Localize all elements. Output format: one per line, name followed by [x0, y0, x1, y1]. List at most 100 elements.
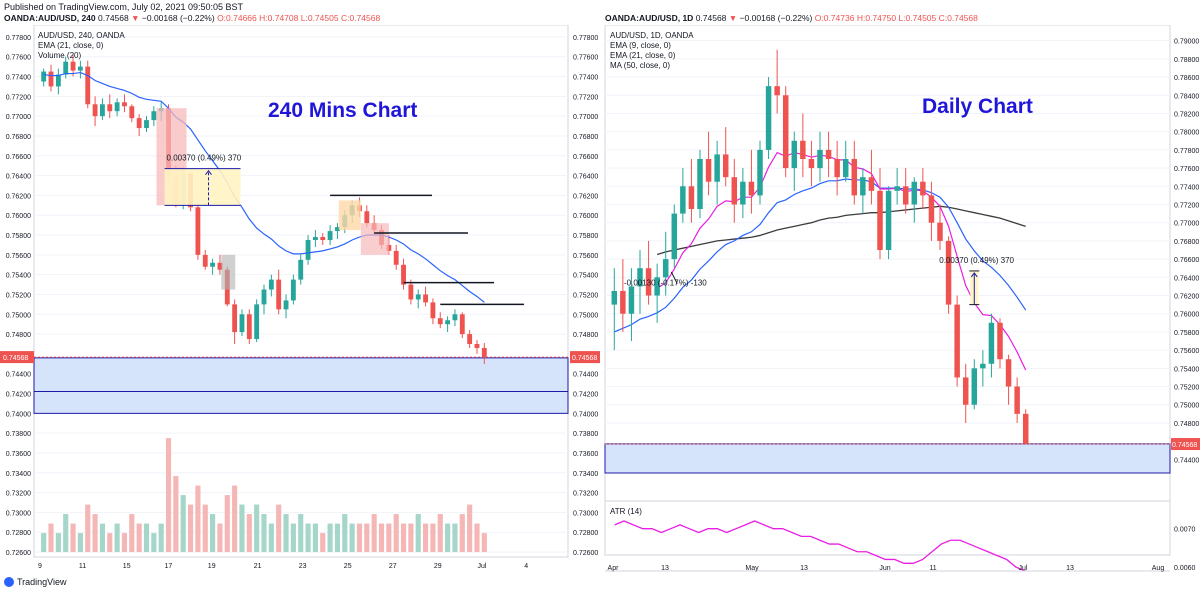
left-price-tag-right [570, 351, 600, 364]
right-x-tick: Jun [879, 565, 890, 572]
left-candle-body [136, 118, 142, 129]
left-volume-bar [320, 533, 326, 553]
right-candle-body [954, 304, 960, 378]
right-candle-body [740, 181, 746, 205]
left-y-tick-right: 0.74400 [573, 372, 598, 379]
publish-line: Published on TradingView.com, July 02, 2… [4, 2, 243, 12]
left-x-tick: 25 [344, 563, 352, 570]
right-chart[interactable]: 0.00370 (0.49%) 370 -0.00130 (-0.17%) -13… [600, 25, 1200, 575]
left-candle-body [386, 244, 392, 251]
left-candle-body [129, 106, 135, 119]
left-last: 0.74568 [98, 13, 129, 23]
left-candle-body [195, 207, 201, 255]
left-y-tick-left: 0.77800 [6, 35, 31, 42]
left-y-tick-right: 0.75400 [573, 273, 598, 280]
left-y-tick-right: 0.74000 [573, 411, 598, 418]
left-volume-bar [312, 523, 318, 553]
left-x-tick: 23 [299, 563, 307, 570]
left-candle-body [401, 264, 406, 285]
left-x-tick: 15 [123, 563, 131, 570]
left-y-tick-left: 0.74000 [6, 411, 31, 418]
right-y-tick: 0.74800 [1174, 421, 1199, 428]
right-candle-body [628, 286, 635, 314]
left-close: C:0.74568 [340, 13, 381, 23]
left-candle-body [48, 71, 54, 87]
left-candle-body [312, 237, 318, 240]
right-candle-body [757, 149, 763, 196]
left-symbol: OANDA:AUD/USD, 240 [4, 13, 96, 23]
right-y-tick: 0.75000 [1174, 403, 1199, 410]
left-gray-box [221, 254, 236, 290]
right-annotations: 0.00370 (0.49%) 370 -0.00130 (-0.17%) -13… [605, 256, 1200, 451]
right-candle-body [688, 186, 695, 210]
left-candle-body [261, 289, 267, 305]
right-price-tag-text: 0.74568 [1172, 442, 1197, 449]
right-candle-body [902, 186, 909, 205]
left-volume-bar [254, 504, 260, 553]
left-candle-body [55, 74, 61, 87]
left-annotations: 0.00370 (0.49%) 370 0.74568 0.74568 [0, 108, 600, 364]
left-y-tick-left: 0.74800 [6, 332, 31, 339]
right-y-tick: 0.75400 [1174, 366, 1199, 373]
right-candle-body [800, 140, 806, 159]
right-atr-line [614, 520, 1026, 572]
left-volume-bar [290, 523, 296, 553]
right-symbol: OANDA:AUD/USD, 1D [605, 13, 694, 23]
right-candle-body [774, 86, 780, 96]
right-ema21-line [614, 178, 1027, 333]
left-plot-area [33, 25, 569, 558]
right-candle-body [842, 158, 849, 178]
right-x-axis: Apr 13 May 13 Jun 11 Jul 13 Aug [605, 565, 1170, 572]
left-candle-body [408, 284, 414, 300]
left-y-tick-right: 0.77600 [573, 55, 598, 62]
tradingview-brand[interactable]: TradingView [4, 577, 67, 587]
left-volume-bar [327, 523, 333, 553]
right-candle-body [697, 158, 703, 210]
right-x-tick: Aug [1152, 565, 1165, 572]
right-candle-body [645, 268, 652, 296]
left-candle-body [364, 211, 370, 224]
left-x-tick: 9 [38, 563, 42, 570]
left-volume-bar [63, 514, 69, 553]
right-candle-body [962, 377, 969, 405]
left-y-tick-right: 0.72800 [573, 530, 598, 537]
left-y-tick-left: 0.76400 [6, 174, 31, 181]
left-x-tick: 21 [254, 563, 262, 570]
right-candle-body [782, 95, 789, 169]
right-y-tick: 0.76400 [1174, 275, 1199, 282]
left-candle-body [254, 304, 260, 340]
left-y-tick-right: 0.74800 [573, 332, 598, 339]
left-price-tag-left-text: 0.74568 [3, 355, 28, 362]
left-chart[interactable]: 0.00370 (0.49%) 370 0.74568 0.74568 0.7780… [0, 25, 600, 575]
left-candle-body [246, 314, 252, 340]
right-candles [611, 49, 1029, 444]
left-y-tick-left: 0.73200 [6, 491, 31, 498]
left-y-tick-left: 0.75000 [6, 312, 31, 319]
right-candle-body [611, 290, 618, 305]
right-y-tick: 0.78000 [1174, 130, 1199, 137]
left-volume-bar [459, 514, 465, 553]
left-volume-bar [437, 514, 443, 553]
right-y-tick: 0.75200 [1174, 385, 1199, 392]
left-volume-bar [400, 523, 407, 553]
right-y-tick: 0.77600 [1174, 166, 1199, 173]
left-volume-bar [107, 533, 113, 553]
left-volume-bar [467, 504, 473, 553]
right-candle-body [834, 158, 840, 178]
left-candle-body [459, 314, 465, 335]
left-low: L:0.74505 [300, 13, 339, 23]
left-volume-bar [232, 485, 238, 553]
left-candle-body [217, 262, 223, 270]
left-y-tick-left: 0.77400 [6, 75, 31, 82]
left-volume-bar [415, 514, 421, 553]
left-volume-bar [217, 523, 223, 553]
left-volume-bar [408, 523, 414, 553]
left-candle-body [239, 314, 245, 333]
right-ma-lines [614, 151, 1027, 371]
left-y-tick-left: 0.77600 [6, 55, 31, 62]
right-y-tick: 0.76800 [1174, 239, 1199, 246]
left-y-tick-left: 0.75200 [6, 292, 31, 299]
left-y-tick-right: 0.73400 [573, 471, 598, 478]
left-y-tick-right: 0.75000 [573, 312, 598, 319]
left-volume-bar [261, 514, 267, 553]
